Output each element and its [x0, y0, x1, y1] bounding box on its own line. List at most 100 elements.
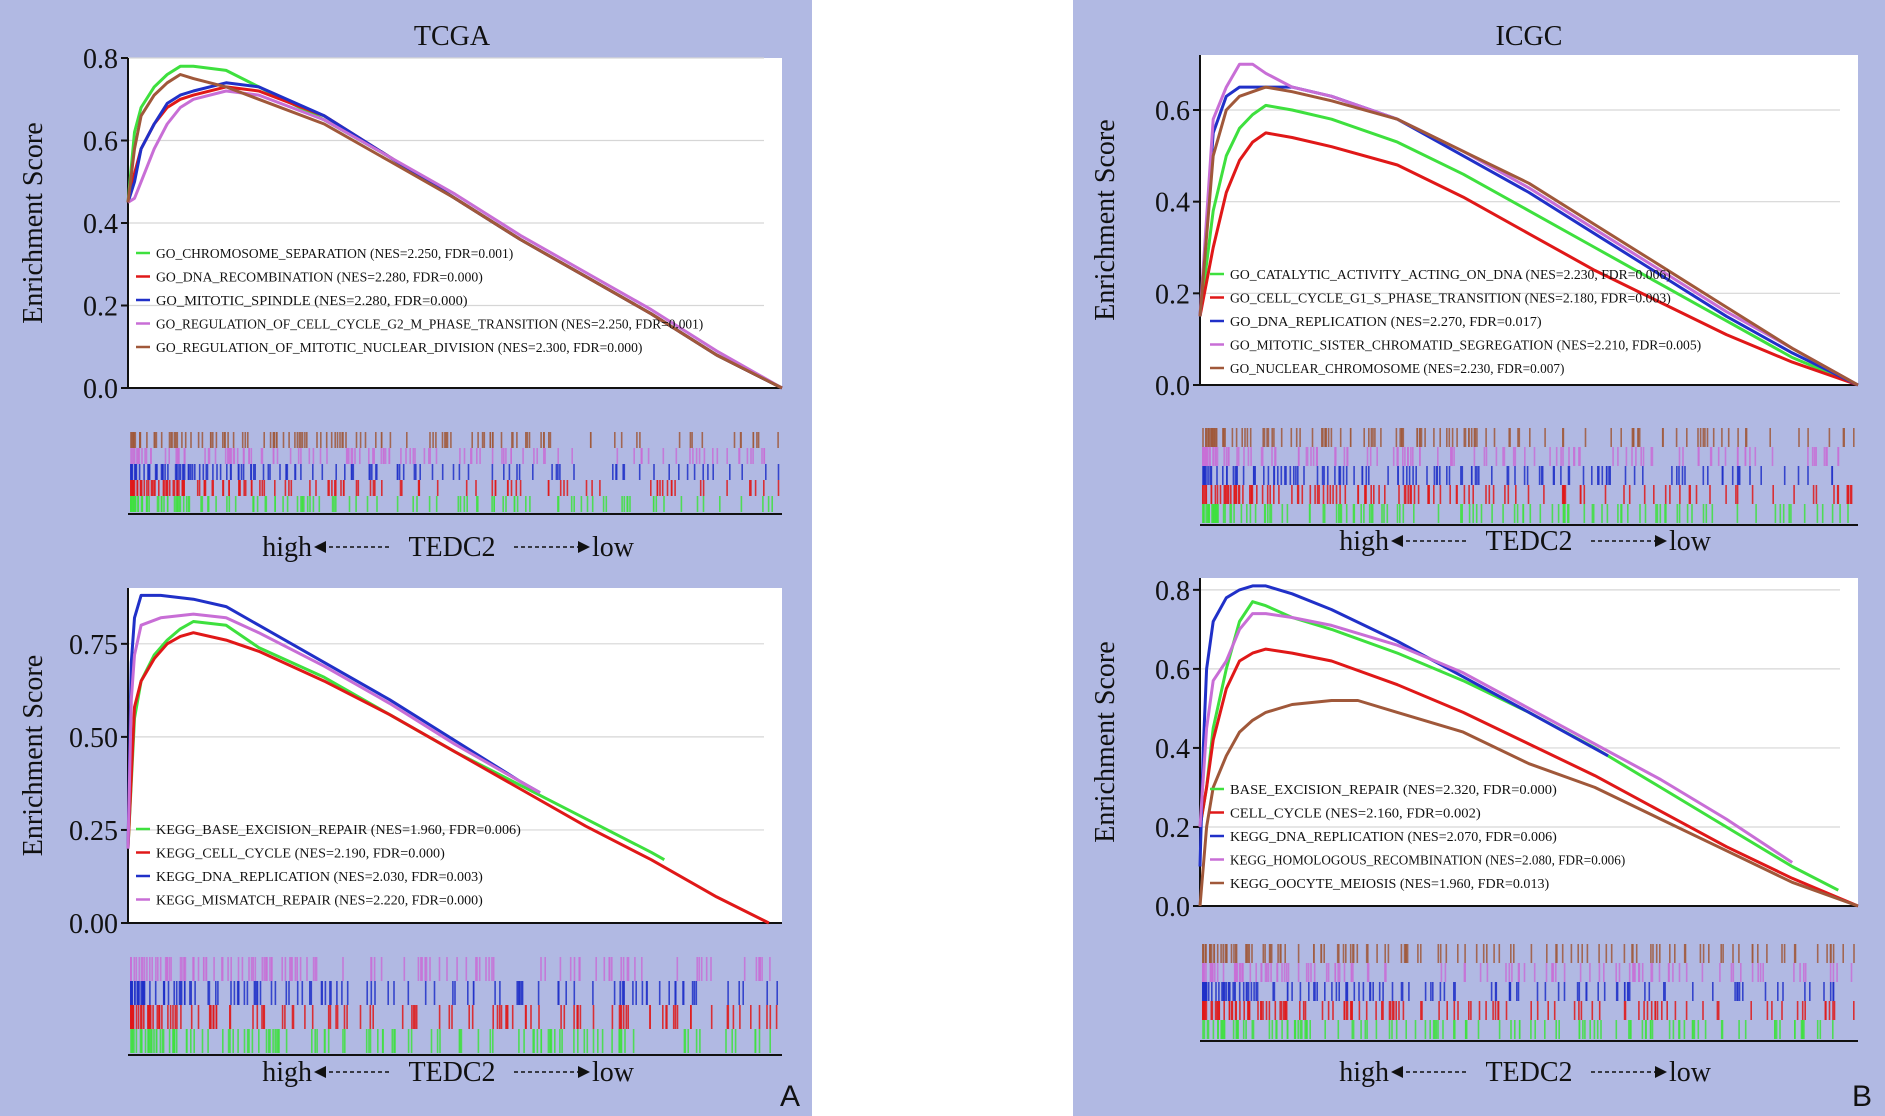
gene-hit-mark — [591, 496, 594, 512]
gene-hit-mark — [1241, 963, 1243, 982]
gene-hit-mark — [244, 432, 247, 448]
gene-hit-mark — [176, 432, 179, 448]
gene-hit-mark — [1736, 485, 1739, 504]
gene-hit-mark — [374, 981, 376, 1005]
gene-hit-mark — [1212, 428, 1215, 447]
gene-hit-mark — [146, 957, 148, 981]
gene-hit-mark — [391, 1029, 394, 1053]
direction-gene-label: TEDC2 — [1485, 1057, 1572, 1088]
gene-hit-mark — [1210, 944, 1213, 963]
gene-hit-mark — [1309, 485, 1312, 504]
gene-hit-mark — [334, 432, 336, 448]
gene-hit-mark — [182, 480, 185, 496]
gene-hit-mark — [1620, 504, 1622, 523]
gene-hit-mark — [1543, 485, 1545, 504]
gene-hit-mark — [248, 1029, 250, 1053]
gene-hit-mark — [1313, 982, 1315, 1001]
gene-hit-mark — [1343, 447, 1346, 466]
gene-hit-mark — [1416, 428, 1418, 447]
gene-hit-mark — [622, 1005, 625, 1029]
gene-hit-mark — [491, 448, 494, 464]
gene-hit-mark — [1732, 963, 1735, 982]
gene-hit-mark — [1456, 428, 1458, 447]
gene-hit-mark — [756, 432, 758, 448]
gene-hit-mark — [695, 448, 698, 464]
gene-hit-mark — [1793, 485, 1795, 504]
gene-hit-mark — [1365, 944, 1368, 963]
gene-hit-mark — [1335, 982, 1338, 1001]
gene-hit-mark — [1395, 1001, 1397, 1020]
gene-hit-mark — [1530, 1020, 1532, 1039]
gene-hit-mark — [675, 981, 677, 1005]
gene-hit-mark — [1216, 963, 1219, 982]
gene-hit-mark — [281, 1005, 284, 1029]
gene-hit-mark — [1417, 944, 1419, 963]
gene-hit-mark — [1297, 944, 1300, 963]
gene-hit-mark — [1202, 963, 1204, 982]
gene-hit-mark — [269, 957, 271, 981]
gene-hit-mark — [510, 448, 512, 464]
gene-hit-mark — [424, 957, 426, 981]
gene-hit-mark — [197, 432, 200, 448]
gene-hit-mark — [450, 432, 452, 448]
gene-hit-mark — [1225, 982, 1228, 1001]
gene-hit-mark — [1273, 485, 1275, 504]
gene-hit-mark — [1445, 944, 1448, 963]
gene-hit-mark — [1685, 963, 1688, 982]
gene-hit-mark — [173, 496, 176, 512]
gene-hit-mark — [299, 957, 302, 981]
gene-hit-mark — [1832, 963, 1835, 982]
gene-hit-mark — [511, 432, 513, 448]
gene-hit-mark — [1721, 428, 1723, 447]
gene-hit-mark — [1279, 944, 1281, 963]
gene-hit-mark — [1631, 944, 1633, 963]
gene-hit-mark — [1412, 466, 1414, 485]
gene-hit-mark — [252, 464, 255, 480]
series-line — [1198, 85, 1859, 387]
gene-hit-mark — [1661, 1001, 1663, 1020]
gene-hit-mark — [1228, 1001, 1231, 1020]
gene-hit-mark — [176, 480, 179, 496]
gene-hit-mark — [1678, 1020, 1680, 1039]
gene-hit-mark — [758, 1029, 761, 1053]
gene-hit-mark — [603, 957, 606, 981]
gene-hit-mark — [1451, 447, 1453, 466]
gene-hit-mark — [1754, 447, 1757, 466]
gene-hit-mark — [1338, 466, 1340, 485]
gene-hit-mark — [1578, 447, 1580, 466]
gene-hit-mark — [381, 480, 383, 496]
gene-hit-mark — [364, 432, 367, 448]
gene-hit-mark — [492, 1029, 494, 1053]
gene-hit-mark — [147, 1005, 149, 1029]
gene-hit-mark — [1372, 428, 1374, 447]
gene-hit-mark — [741, 464, 743, 480]
gene-hit-mark — [1580, 1001, 1583, 1020]
gene-hit-mark — [1351, 1020, 1354, 1039]
gene-hit-mark — [608, 957, 610, 981]
gene-hit-mark — [1213, 447, 1215, 466]
gene-hit-mark — [275, 432, 278, 448]
gene-hit-mark — [176, 464, 178, 480]
gene-hit-mark — [1325, 428, 1327, 447]
gene-hit-mark — [400, 448, 402, 464]
gene-hit-mark — [1240, 504, 1243, 523]
gene-hit-mark — [1720, 1020, 1723, 1039]
gene-hit-mark — [1781, 1001, 1783, 1020]
gene-hit-mark — [1251, 1020, 1254, 1039]
gene-hit-mark — [1474, 428, 1476, 447]
gene-hit-mark — [1578, 982, 1581, 1001]
gene-hit-mark — [319, 448, 322, 464]
gene-hit-mark — [1712, 982, 1714, 1001]
y-tick-label: 0.4 — [1155, 734, 1190, 765]
gene-hit-mark — [1823, 447, 1826, 466]
y-axis-label: Enrichment Score — [18, 122, 49, 323]
gene-hit-mark — [1688, 485, 1691, 504]
gene-hit-mark — [1732, 944, 1734, 963]
gene-hit-mark — [499, 981, 501, 1005]
gene-hit-mark — [351, 448, 354, 464]
gene-hit-mark — [592, 1005, 595, 1029]
gene-hit-mark — [183, 957, 185, 981]
gene-hit-mark — [154, 480, 156, 496]
gene-hit-mark — [586, 496, 589, 512]
gene-hit-mark — [1310, 963, 1312, 982]
